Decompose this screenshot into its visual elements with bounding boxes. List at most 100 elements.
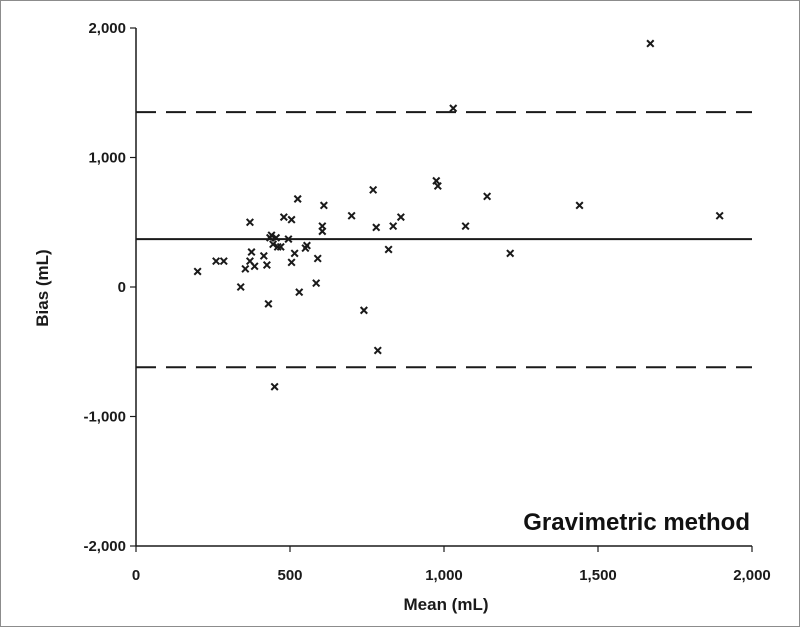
data-point-stroke — [241, 264, 250, 273]
data-point-stroke — [318, 227, 327, 236]
data-point-stroke — [372, 223, 381, 232]
data-point-stroke — [293, 194, 302, 203]
x-tick-label: 1,500 — [579, 567, 617, 584]
data-point-stroke — [245, 257, 254, 266]
y-axis-title: Bias (mL) — [33, 249, 52, 326]
data-point — [272, 233, 281, 242]
data-point — [259, 251, 268, 260]
data-point — [432, 176, 441, 185]
chart-annotation: Gravimetric method — [523, 509, 750, 536]
data-point — [369, 185, 378, 194]
data-point-stroke — [219, 257, 228, 266]
data-point-stroke — [302, 241, 311, 250]
data-point — [347, 211, 356, 220]
data-point — [236, 282, 245, 292]
data-point — [312, 279, 321, 288]
data-point-stroke — [449, 104, 458, 113]
data-point — [287, 215, 296, 224]
data-point-stroke — [287, 215, 296, 224]
data-point — [715, 211, 724, 220]
data-point-stroke — [575, 201, 584, 210]
data-point-stroke — [250, 262, 259, 271]
data-point — [262, 260, 271, 269]
data-point — [241, 264, 250, 273]
data-point-stroke — [264, 299, 273, 308]
data-point — [313, 254, 322, 263]
data-point-stroke — [433, 181, 442, 190]
data-point — [290, 249, 299, 258]
data-point — [506, 249, 515, 258]
data-point — [396, 213, 405, 222]
data-point — [276, 242, 285, 251]
data-point — [319, 201, 328, 210]
data-point — [267, 231, 276, 240]
x-axis-title: Mean (mL) — [404, 595, 489, 614]
x-tick-label: 500 — [277, 567, 302, 584]
data-point — [575, 201, 584, 210]
data-point — [373, 346, 382, 355]
data-point — [279, 213, 288, 222]
data-point — [384, 245, 393, 254]
data-point — [287, 258, 296, 267]
data-point-stroke — [506, 249, 515, 258]
data-point-stroke — [483, 192, 492, 201]
data-point — [359, 306, 368, 315]
data-point-stroke — [347, 211, 356, 220]
axes — [130, 27, 753, 552]
data-point-stroke — [276, 242, 285, 251]
y-tick-label: -2,000 — [83, 538, 126, 555]
reference-lines — [136, 111, 752, 369]
data-point-stroke — [295, 288, 304, 297]
data-point — [212, 257, 221, 266]
data-point-stroke — [236, 282, 245, 292]
data-point — [302, 241, 311, 250]
y-tick-label: 0 — [118, 279, 126, 296]
data-point-stroke — [259, 251, 268, 260]
x-tick-label: 0 — [132, 567, 140, 584]
data-point-stroke — [646, 39, 655, 48]
data-point-stroke — [396, 213, 405, 222]
data-point — [646, 39, 655, 48]
data-point — [295, 288, 304, 297]
data-point — [483, 192, 492, 201]
data-point-stroke — [432, 176, 441, 185]
data-point-stroke — [319, 201, 328, 210]
data-point-stroke — [245, 218, 254, 227]
y-tick-label: 2,000 — [88, 20, 126, 37]
axis-labels: -2,000 -1,000 0 1,000 2,000 0 500 1,000 1,500 2,0… — [83, 20, 770, 584]
data-point-stroke — [193, 267, 202, 276]
data-point-stroke — [313, 254, 322, 263]
y-tick-label: -1,000 — [83, 409, 126, 426]
data-point-stroke — [272, 233, 281, 242]
data-point — [193, 267, 202, 276]
data-points — [193, 39, 724, 391]
data-point-stroke — [287, 258, 296, 267]
data-point — [269, 240, 278, 249]
data-point — [247, 248, 256, 257]
y-tick-label: 1,000 — [88, 150, 126, 167]
data-point — [284, 235, 293, 244]
x-tick-label: 2,000 — [733, 567, 771, 584]
data-point-stroke — [267, 231, 276, 240]
data-point-stroke — [269, 240, 278, 249]
data-point — [461, 222, 470, 231]
x-tick-label: 1,000 — [425, 567, 463, 584]
data-point-stroke — [279, 213, 288, 222]
data-point-stroke — [384, 245, 393, 254]
data-point — [372, 223, 381, 232]
data-point — [389, 222, 398, 231]
data-point-stroke — [262, 260, 271, 269]
data-point-stroke — [389, 222, 398, 231]
data-point — [270, 382, 279, 391]
data-point-stroke — [369, 185, 378, 194]
data-point-stroke — [290, 249, 299, 258]
data-point — [245, 218, 254, 227]
data-point-stroke — [284, 235, 293, 244]
data-point-stroke — [212, 257, 221, 266]
data-point-stroke — [715, 211, 724, 220]
data-point — [219, 257, 228, 266]
data-point — [293, 194, 302, 203]
data-point-stroke — [247, 248, 256, 257]
